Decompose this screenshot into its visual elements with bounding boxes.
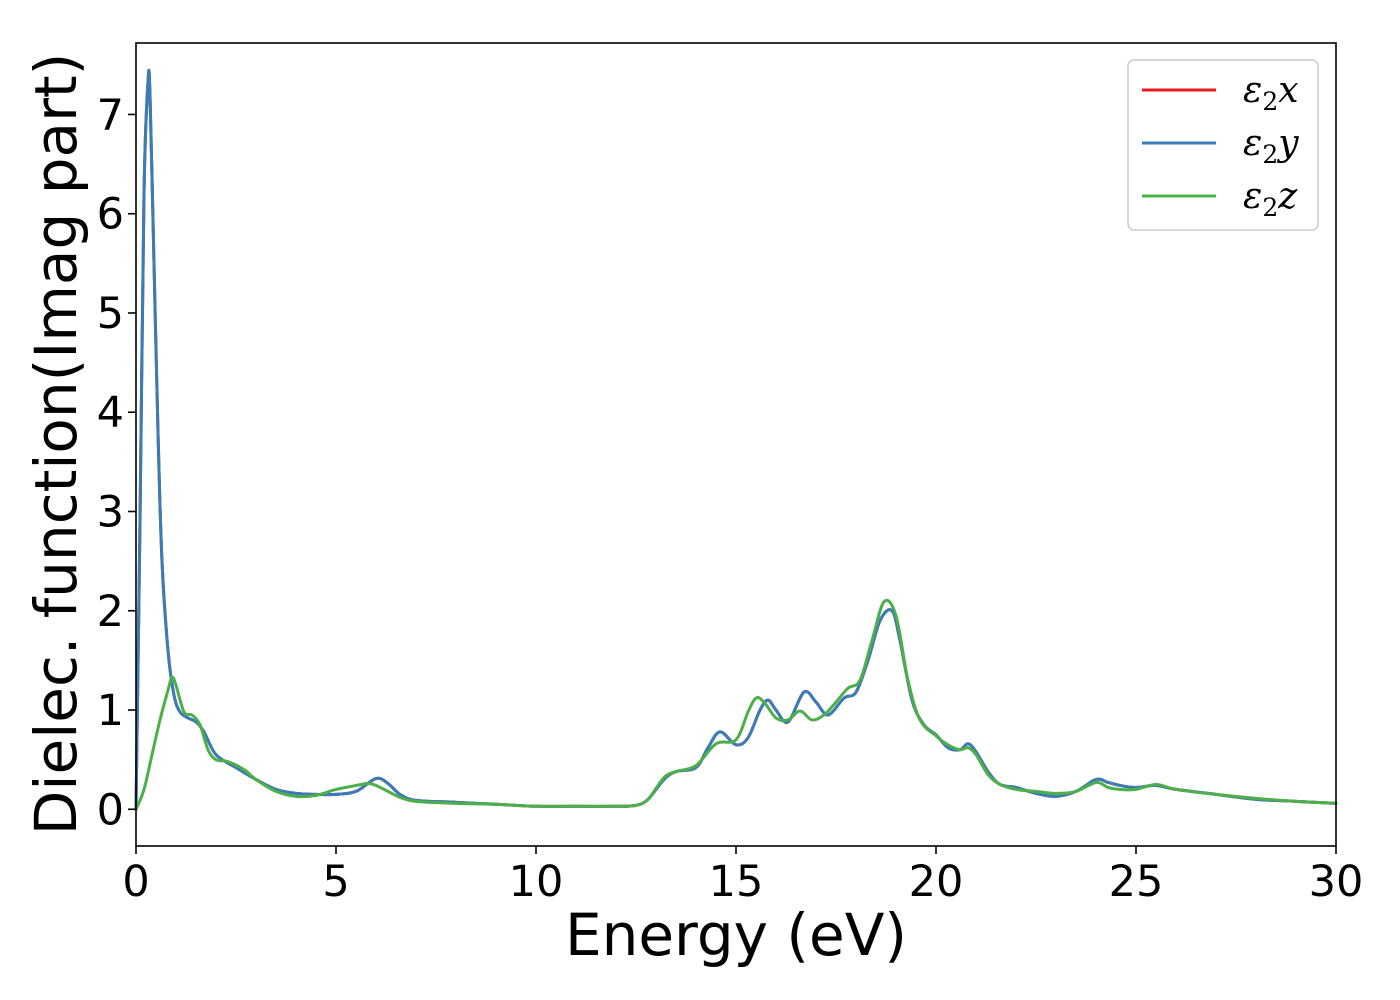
legend: ε2x ε2y ε2z (1127, 59, 1319, 231)
y-tick-label: 5 (97, 289, 124, 339)
x-tick-label: 25 (1109, 857, 1164, 907)
y-tick-label: 2 (97, 587, 124, 637)
legend-label-y: ε2y (1243, 123, 1299, 169)
y-tick-label: 7 (97, 90, 124, 140)
x-tick-label: 5 (322, 857, 349, 907)
x-tick-label: 30 (1309, 857, 1364, 907)
y-tick-label: 6 (97, 190, 124, 240)
x-axis-label: Energy (eV) (565, 901, 907, 969)
x-axis-ticks: 0 5 10 15 20 25 30 (122, 846, 1363, 907)
x-tick-label: 0 (122, 857, 149, 907)
series-layer (134, 69, 1338, 811)
x-tick-label: 15 (709, 857, 764, 907)
y-tick-label: 0 (97, 785, 124, 835)
y-axis-label: Dielec. function(Imag part) (22, 53, 90, 836)
x-tick-label: 10 (509, 857, 564, 907)
y-axis-ticks: 0 1 2 3 4 5 6 7 (97, 90, 136, 835)
series-line-z (134, 598, 1338, 811)
y-tick-label: 1 (97, 686, 124, 736)
legend-label-z: ε2z (1243, 176, 1298, 222)
legend-label-x: ε2x (1243, 70, 1299, 116)
plot-area (134, 42, 1338, 847)
y-tick-label: 3 (97, 487, 124, 537)
legend-box (1127, 59, 1319, 231)
y-tick-label: 4 (97, 388, 124, 438)
x-tick-label: 20 (909, 857, 964, 907)
